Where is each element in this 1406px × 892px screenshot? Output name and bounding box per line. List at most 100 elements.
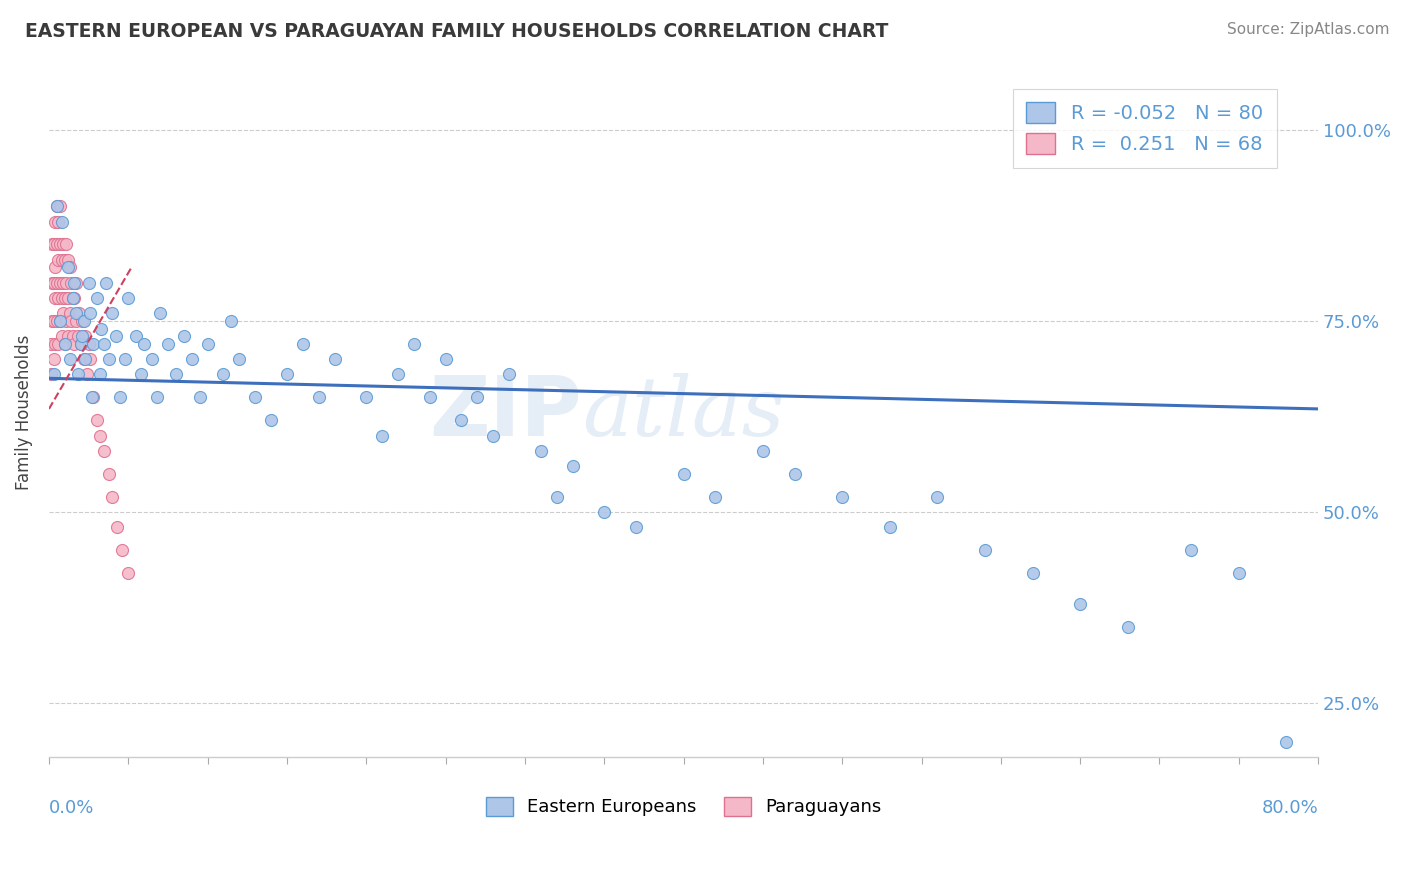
Point	[73, 314, 96, 328]
Point	[41, 276, 63, 290]
Text: 0.0%: 0.0%	[49, 799, 94, 817]
Point	[927, 490, 949, 504]
Point	[69, 337, 91, 351]
Point	[62, 329, 84, 343]
Point	[63, 337, 86, 351]
Point	[48, 252, 70, 267]
Point	[80, 391, 103, 405]
Point	[134, 337, 156, 351]
Point	[82, 391, 104, 405]
Point	[419, 391, 441, 405]
Point	[77, 276, 100, 290]
Text: 80.0%: 80.0%	[1261, 799, 1319, 817]
Point	[114, 352, 136, 367]
Text: atlas: atlas	[582, 373, 785, 453]
Point	[197, 337, 219, 351]
Point	[141, 352, 163, 367]
Point	[561, 459, 583, 474]
Point	[221, 314, 243, 328]
Point	[245, 391, 267, 405]
Point	[75, 329, 97, 343]
Point	[51, 214, 73, 228]
Legend: Eastern Europeans, Paraguayans: Eastern Europeans, Paraguayans	[478, 789, 889, 823]
Point	[104, 329, 127, 343]
Point	[62, 291, 84, 305]
Point	[55, 276, 77, 290]
Point	[77, 337, 100, 351]
Point	[93, 444, 115, 458]
Point	[1116, 620, 1139, 634]
Point	[42, 352, 65, 367]
Point	[52, 276, 75, 290]
Point	[1180, 543, 1202, 558]
Point	[546, 490, 568, 504]
Point	[1227, 566, 1250, 581]
Point	[308, 391, 330, 405]
Point	[65, 306, 87, 320]
Point	[101, 490, 124, 504]
Point	[51, 252, 73, 267]
Point	[62, 291, 84, 305]
Point	[58, 352, 80, 367]
Point	[66, 329, 89, 343]
Point	[42, 368, 65, 382]
Point	[101, 306, 124, 320]
Point	[41, 314, 63, 328]
Point	[156, 337, 179, 351]
Point	[260, 413, 283, 427]
Point	[79, 306, 101, 320]
Point	[49, 276, 72, 290]
Point	[53, 252, 76, 267]
Point	[530, 444, 553, 458]
Point	[41, 237, 63, 252]
Point	[465, 391, 488, 405]
Point	[52, 237, 75, 252]
Point	[323, 352, 346, 367]
Text: EASTERN EUROPEAN VS PARAGUAYAN FAMILY HOUSEHOLDS CORRELATION CHART: EASTERN EUROPEAN VS PARAGUAYAN FAMILY HO…	[25, 22, 889, 41]
Point	[90, 321, 112, 335]
Point	[48, 337, 70, 351]
Point	[58, 260, 80, 275]
Point	[98, 352, 121, 367]
Point	[498, 368, 520, 382]
Point	[56, 329, 79, 343]
Point	[45, 314, 67, 328]
Point	[89, 428, 111, 442]
Point	[65, 276, 87, 290]
Point	[51, 291, 73, 305]
Point	[86, 413, 108, 427]
Point	[51, 329, 73, 343]
Point	[165, 368, 187, 382]
Point	[42, 237, 65, 252]
Point	[146, 391, 169, 405]
Point	[60, 276, 83, 290]
Point	[93, 337, 115, 351]
Text: Source: ZipAtlas.com: Source: ZipAtlas.com	[1226, 22, 1389, 37]
Point	[593, 505, 616, 519]
Point	[434, 352, 457, 367]
Point	[63, 291, 86, 305]
Point	[125, 329, 148, 343]
Point	[672, 467, 695, 481]
Point	[53, 337, 76, 351]
Point	[276, 368, 298, 382]
Point	[129, 368, 152, 382]
Point	[44, 291, 66, 305]
Point	[67, 306, 90, 320]
Point	[49, 199, 72, 213]
Point	[482, 428, 505, 442]
Point	[82, 337, 104, 351]
Y-axis label: Family Households: Family Households	[15, 335, 32, 491]
Point	[45, 199, 67, 213]
Point	[111, 543, 134, 558]
Point	[75, 352, 97, 367]
Point	[52, 306, 75, 320]
Point	[45, 199, 67, 213]
Point	[117, 566, 139, 581]
Point	[356, 391, 378, 405]
Point	[56, 260, 79, 275]
Point	[79, 352, 101, 367]
Point	[44, 214, 66, 228]
Point	[94, 276, 117, 290]
Point	[55, 314, 77, 328]
